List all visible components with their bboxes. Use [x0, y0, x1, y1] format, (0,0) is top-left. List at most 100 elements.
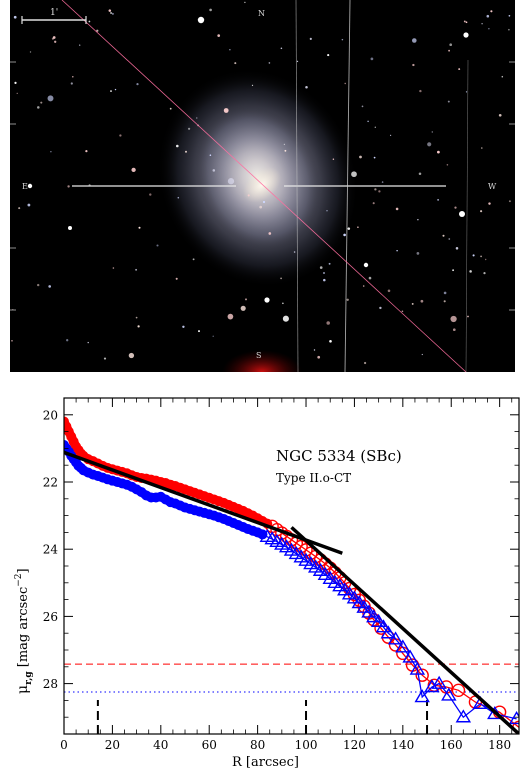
star — [332, 158, 335, 161]
star — [363, 361, 367, 365]
star — [79, 44, 81, 46]
star — [217, 34, 221, 37]
star — [175, 277, 178, 280]
star — [13, 15, 17, 19]
star — [379, 306, 382, 310]
star — [14, 81, 17, 85]
x-tick-label: 0 — [60, 738, 68, 752]
data-point-g — [395, 639, 411, 653]
svg-text:μr,g [mag arcsec−2]: μr,g [mag arcsec−2] — [14, 568, 34, 694]
star — [344, 82, 346, 85]
star — [372, 202, 375, 205]
field-stars — [11, 1, 511, 365]
star — [182, 325, 185, 328]
star — [361, 105, 364, 108]
star — [341, 38, 344, 41]
star — [149, 193, 152, 196]
star — [421, 353, 423, 356]
star — [176, 144, 179, 148]
star — [488, 202, 491, 205]
star — [48, 285, 52, 288]
compass-east: E — [22, 182, 28, 191]
star — [16, 92, 18, 94]
star — [437, 199, 439, 201]
star — [450, 315, 457, 323]
star — [103, 357, 107, 360]
star — [88, 20, 91, 23]
star — [387, 289, 391, 293]
star — [480, 210, 483, 213]
star — [467, 315, 469, 318]
star — [296, 60, 299, 63]
star — [472, 254, 475, 257]
star — [498, 113, 502, 117]
star — [381, 181, 384, 183]
star — [362, 285, 365, 287]
star — [309, 37, 312, 40]
star — [452, 328, 456, 332]
star — [448, 49, 450, 52]
star — [282, 302, 284, 305]
star — [396, 249, 398, 252]
star — [412, 63, 415, 67]
star — [96, 29, 99, 32]
y-label-symbol: μ — [15, 685, 31, 694]
star — [368, 276, 372, 280]
star — [11, 340, 13, 342]
star — [431, 131, 434, 133]
compass-west: W — [488, 182, 497, 191]
star — [463, 20, 466, 23]
data-point-g — [361, 604, 377, 618]
data-point-g — [380, 625, 397, 639]
data-point-r — [451, 683, 466, 698]
star — [234, 62, 237, 65]
star — [367, 120, 369, 123]
data-point-g — [346, 590, 363, 604]
profile-chart: 0 20 40 60 80 100 120 140 160 180 20 22 24 26 28 NGC 5… — [14, 397, 520, 770]
star — [327, 54, 330, 57]
y-axis-label: μr,g [mag arcsec−2] — [14, 568, 34, 694]
star — [111, 12, 114, 15]
x-tick-label: 40 — [153, 738, 168, 752]
star — [508, 14, 511, 17]
star — [416, 252, 420, 255]
star — [343, 233, 346, 237]
data-point-g — [455, 709, 472, 723]
inner-disk-fit — [64, 450, 343, 555]
star — [455, 247, 459, 250]
scale-bar: 1' — [21, 8, 87, 24]
star — [110, 90, 112, 93]
x-tick-label: 140 — [391, 738, 414, 752]
star — [419, 89, 422, 93]
star — [209, 154, 212, 156]
star — [47, 95, 54, 102]
star — [317, 355, 321, 359]
star — [418, 172, 422, 176]
star — [187, 127, 191, 130]
image-frame-ticks — [10, 61, 515, 311]
star — [293, 251, 296, 253]
star — [458, 68, 461, 71]
star — [70, 82, 73, 85]
y-tick-label: 22 — [43, 476, 58, 490]
star — [323, 278, 326, 282]
star — [52, 36, 56, 39]
star — [198, 330, 200, 333]
star — [305, 85, 308, 89]
star — [244, 298, 248, 301]
star — [135, 268, 138, 271]
star — [223, 108, 229, 113]
x-tick-label: 60 — [202, 738, 217, 752]
star — [156, 244, 159, 247]
star — [508, 200, 511, 203]
star — [137, 325, 140, 328]
star — [37, 106, 40, 109]
data-point-g — [255, 528, 265, 538]
y-label-exponent: −2 — [14, 573, 24, 586]
star — [448, 238, 451, 240]
star — [508, 28, 510, 31]
star — [227, 178, 235, 185]
compass-south: S — [256, 351, 261, 360]
star — [283, 143, 286, 146]
star — [284, 149, 287, 152]
